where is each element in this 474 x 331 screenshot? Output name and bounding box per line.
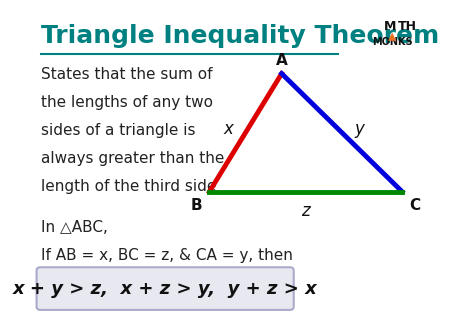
- Text: the lengths of any two: the lengths of any two: [41, 95, 212, 110]
- Text: length of the third side: length of the third side: [41, 179, 216, 194]
- Text: If AB = x, BC = z, & CA = y, then: If AB = x, BC = z, & CA = y, then: [41, 248, 292, 262]
- Text: MONKS: MONKS: [372, 37, 412, 47]
- Polygon shape: [388, 32, 396, 41]
- FancyBboxPatch shape: [36, 267, 294, 310]
- Text: Triangle Inequality Theorem: Triangle Inequality Theorem: [41, 24, 439, 48]
- Text: y: y: [354, 120, 364, 138]
- Text: x + y > z,  x + z > y,  y + z > x: x + y > z, x + z > y, y + z > x: [13, 280, 318, 298]
- Text: always greater than the: always greater than the: [41, 151, 224, 166]
- Text: sides of a triangle is: sides of a triangle is: [41, 123, 195, 138]
- Text: C: C: [410, 198, 420, 213]
- Text: TH: TH: [398, 20, 417, 32]
- Text: x: x: [224, 120, 234, 138]
- Text: States that the sum of: States that the sum of: [41, 67, 212, 82]
- Text: B: B: [191, 198, 202, 213]
- Text: M: M: [384, 20, 397, 32]
- Text: In △ABC,: In △ABC,: [41, 220, 108, 235]
- Text: A: A: [276, 53, 288, 68]
- Text: z: z: [301, 202, 310, 219]
